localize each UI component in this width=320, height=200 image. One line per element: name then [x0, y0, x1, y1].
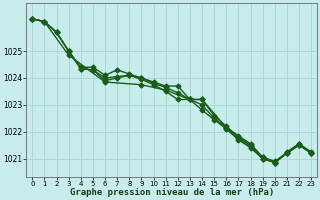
X-axis label: Graphe pression niveau de la mer (hPa): Graphe pression niveau de la mer (hPa) — [69, 188, 274, 197]
